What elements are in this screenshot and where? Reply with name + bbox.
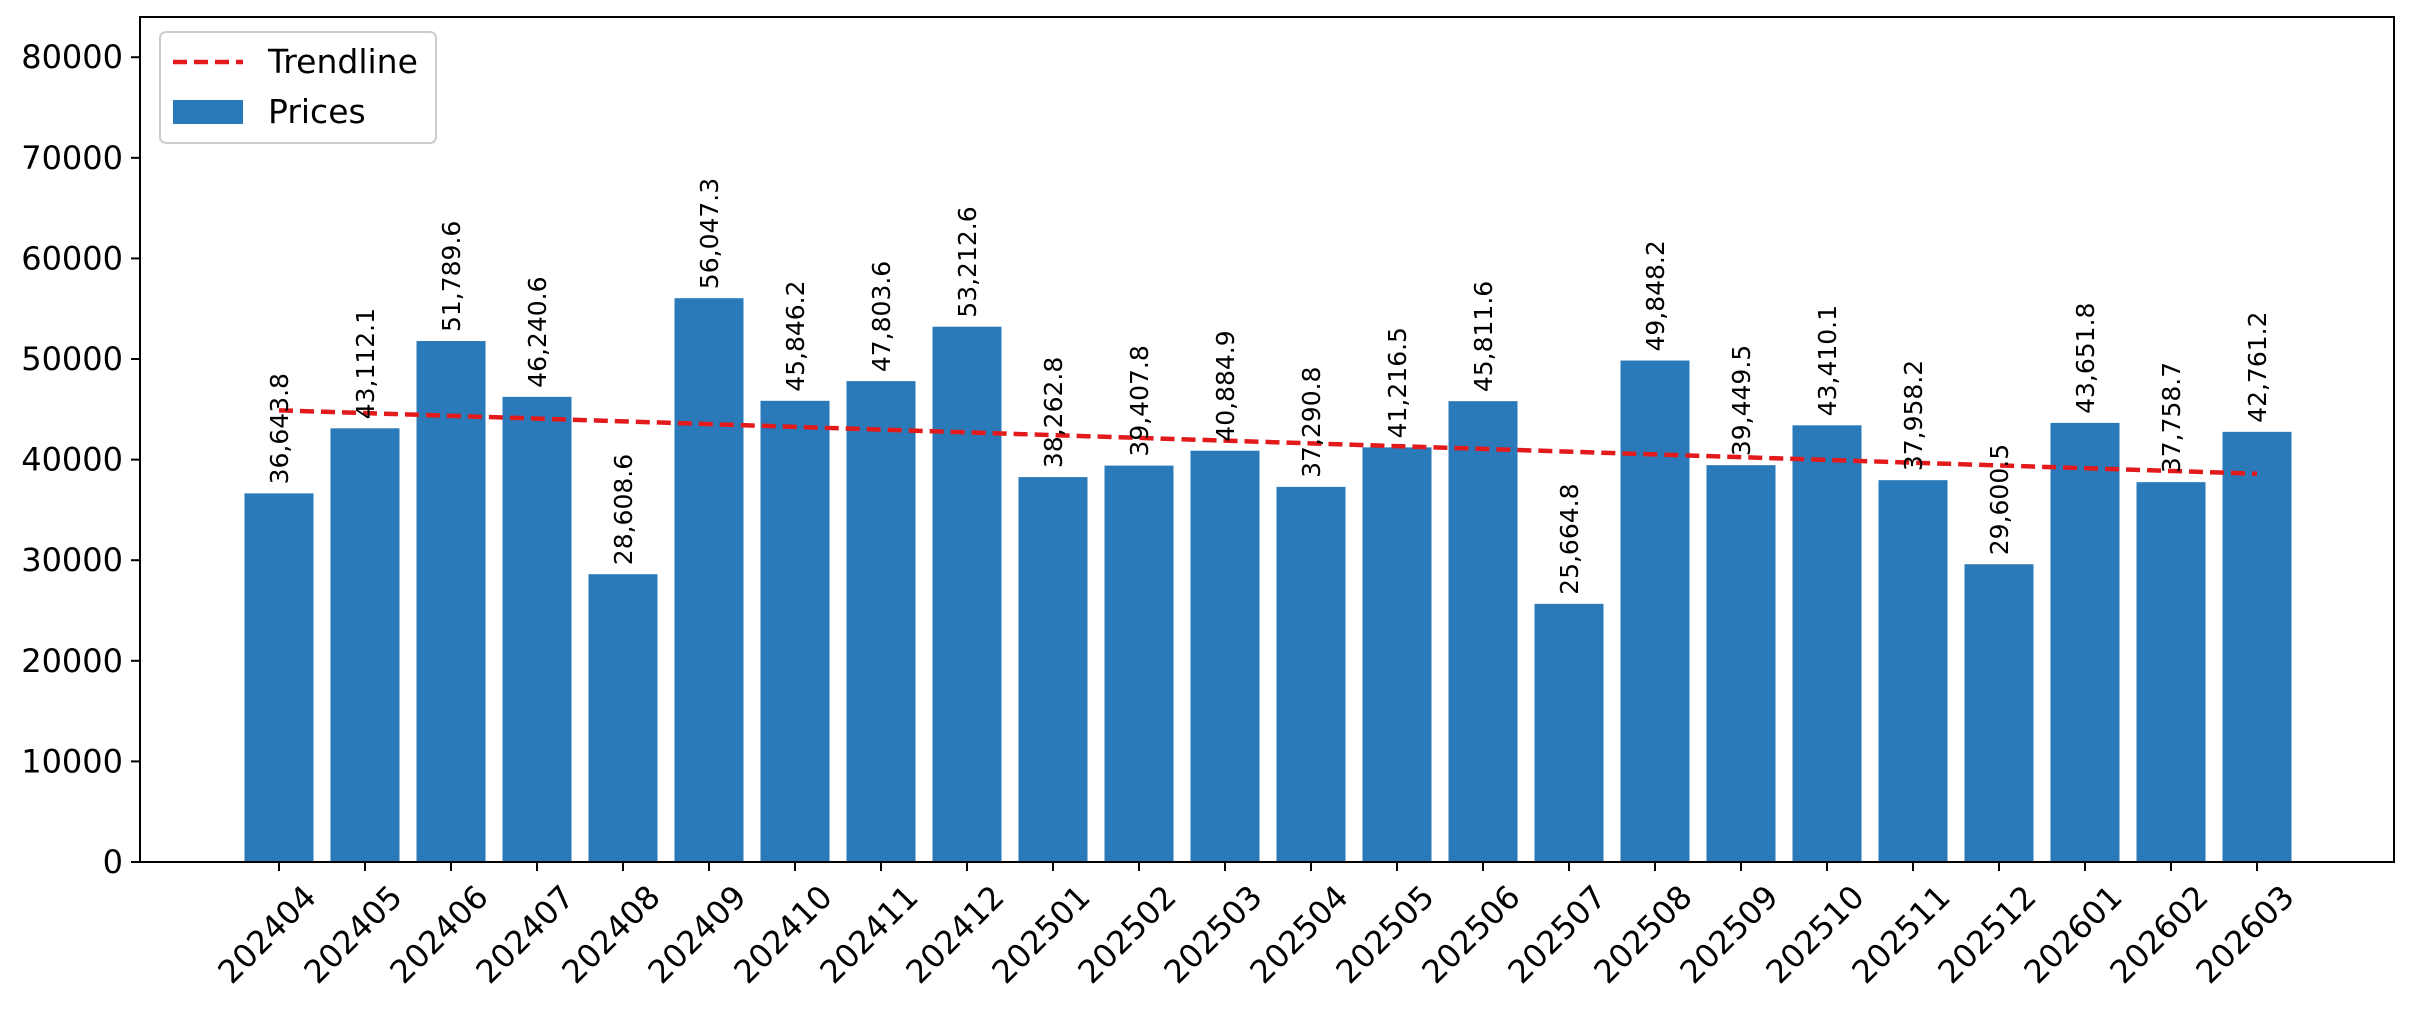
y-tick-label-50000: 50000 bbox=[21, 340, 123, 378]
trendline-layer bbox=[278, 408, 2258, 476]
data-label-202507: 25,664.8 bbox=[1555, 483, 1584, 594]
legend: Trendline Prices bbox=[159, 31, 437, 144]
legend-prices-swatch bbox=[173, 100, 243, 124]
bar-202404 bbox=[244, 493, 314, 862]
data-label-202407: 46,240.6 bbox=[523, 277, 552, 388]
bar-202407 bbox=[502, 396, 572, 862]
data-label-202404: 36,643.8 bbox=[265, 373, 294, 484]
data-label-202510: 43,410.1 bbox=[1813, 305, 1842, 416]
y-tick-label-10000: 10000 bbox=[21, 742, 123, 780]
legend-trendline-label: Trendline bbox=[267, 42, 418, 81]
bar-202410 bbox=[760, 400, 830, 862]
y-tick-label-80000: 80000 bbox=[21, 38, 123, 76]
data-label-202602: 37,758.7 bbox=[2157, 362, 2186, 473]
data-label-202504: 37,290.8 bbox=[1297, 367, 1326, 478]
bar-202602 bbox=[2136, 482, 2206, 862]
bar-202509 bbox=[1706, 465, 1776, 862]
bar-202508 bbox=[1620, 360, 1690, 862]
data-label-202412: 53,212.6 bbox=[953, 206, 982, 317]
bar-202408 bbox=[588, 574, 658, 862]
data-label-202501: 38,262.8 bbox=[1039, 357, 1068, 468]
data-label-202601: 43,651.8 bbox=[2071, 303, 2100, 414]
y-tick-label-70000: 70000 bbox=[21, 139, 123, 177]
y-tick-label-40000: 40000 bbox=[21, 441, 123, 479]
bar-202506 bbox=[1448, 401, 1518, 862]
bar-202505 bbox=[1362, 447, 1432, 862]
data-label-202509: 39,449.5 bbox=[1727, 345, 1756, 456]
bar-202501 bbox=[1018, 477, 1088, 862]
y-tick-label-0: 0 bbox=[103, 843, 123, 881]
bar-202603 bbox=[2222, 431, 2292, 862]
legend-prices-label: Prices bbox=[268, 92, 366, 131]
bar-202411 bbox=[846, 381, 916, 862]
data-label-202512: 29,600.5 bbox=[1985, 444, 2014, 555]
bars-layer bbox=[244, 298, 2292, 863]
bar-202507 bbox=[1534, 603, 1604, 862]
bar-202511 bbox=[1878, 480, 1948, 862]
bar-202510 bbox=[1792, 425, 1862, 862]
bar-202406 bbox=[416, 341, 486, 863]
data-label-202411: 47,803.6 bbox=[867, 261, 896, 372]
bar-202502 bbox=[1104, 465, 1174, 862]
bar-202405 bbox=[330, 428, 400, 862]
trendline bbox=[278, 408, 2258, 476]
data-label-202511: 37,958.2 bbox=[1899, 360, 1928, 471]
data-label-202603: 42,761.2 bbox=[2243, 312, 2272, 423]
plot-frame bbox=[139, 16, 2395, 863]
y-tick-label-30000: 30000 bbox=[21, 541, 123, 579]
data-label-202506: 45,811.6 bbox=[1469, 281, 1498, 392]
data-label-202406: 51,789.6 bbox=[437, 221, 466, 332]
bar-202601 bbox=[2050, 422, 2120, 862]
y-tick-label-60000: 60000 bbox=[21, 239, 123, 277]
data-label-202405: 43,112.1 bbox=[351, 308, 380, 419]
bar-202504 bbox=[1276, 486, 1346, 862]
data-label-202409: 56,047.3 bbox=[695, 178, 724, 289]
data-label-202508: 49,848.2 bbox=[1641, 240, 1670, 351]
data-label-202503: 40,884.9 bbox=[1211, 330, 1240, 441]
bar-202503 bbox=[1190, 450, 1260, 862]
data-label-202410: 45,846.2 bbox=[781, 280, 810, 391]
data-label-202502: 39,407.8 bbox=[1125, 345, 1154, 456]
data-label-202408: 28,608.6 bbox=[609, 454, 638, 565]
bar-202512 bbox=[1964, 564, 2034, 862]
bar-202409 bbox=[674, 298, 744, 862]
data-labels-layer: 36,643.8 43,112.1 51,789.6 46,240.6 28,608.6… bbox=[265, 178, 2272, 595]
bar-202412 bbox=[932, 326, 1002, 863]
y-tick-label-20000: 20000 bbox=[21, 642, 123, 680]
data-label-202505: 41,216.5 bbox=[1383, 327, 1412, 438]
